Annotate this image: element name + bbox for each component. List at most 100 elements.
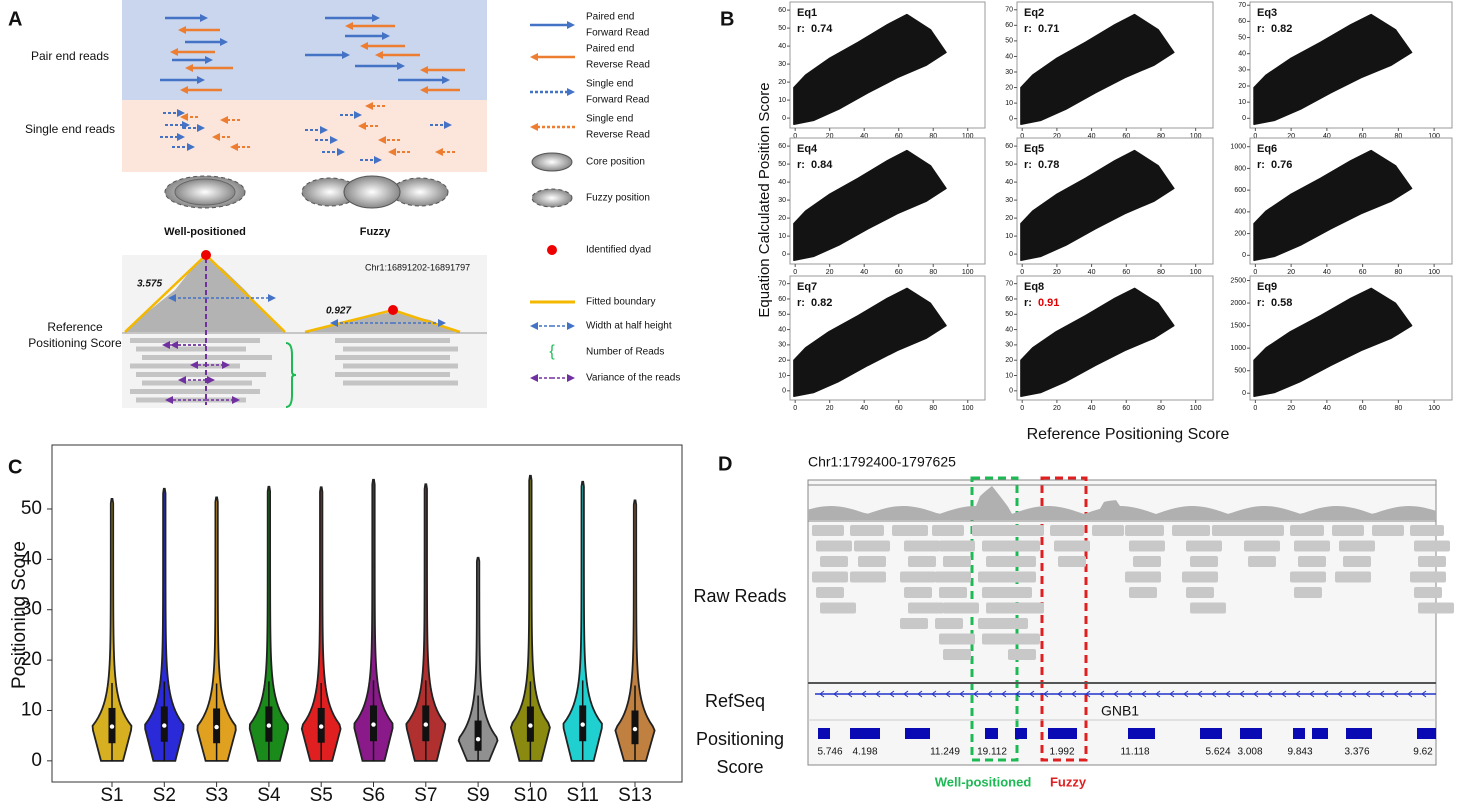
pair-band — [122, 0, 487, 100]
legend-label: Variance of the reads — [586, 373, 680, 384]
y-tick-label: 2500 — [1230, 277, 1246, 284]
arrow-head — [375, 51, 383, 59]
bracket — [285, 342, 297, 408]
y-tick-label: 2000 — [1230, 300, 1246, 307]
x-tick-label: 20 — [1053, 269, 1061, 276]
r-label: r: — [1024, 159, 1032, 171]
arrow-head — [435, 148, 443, 156]
y-tick-label: 50 — [778, 311, 786, 318]
x-tick-label: 80 — [1394, 405, 1402, 412]
y-tick-label: 50 — [1238, 34, 1246, 41]
arrow-head — [187, 143, 195, 151]
score-label: 3.376 — [1344, 747, 1369, 758]
r-value: 0.71 — [1038, 23, 1059, 35]
panel-label: D — [718, 453, 732, 475]
r-value: 0.91 — [1038, 297, 1059, 309]
read — [1294, 540, 1330, 552]
gene-strand — [889, 690, 895, 698]
legend-label: Paired end — [586, 12, 634, 23]
score-region — [1346, 728, 1372, 739]
arrow-head — [232, 396, 240, 404]
gene-strand — [1421, 690, 1427, 698]
read — [935, 571, 971, 583]
read — [816, 540, 852, 552]
x-tick-label: 0 — [793, 269, 797, 276]
x-tick-label: 0 — [1020, 269, 1024, 276]
x-tick-label: 80 — [929, 405, 937, 412]
x-tick-label: S6 — [362, 785, 385, 805]
y-tick-label: 30 — [1238, 67, 1246, 74]
score-region — [1312, 728, 1328, 739]
read — [130, 338, 260, 343]
legend-label: Width at half height — [586, 321, 672, 332]
y-tick-label: 20 — [1005, 215, 1013, 222]
gene-strand — [861, 690, 867, 698]
legend-label: Forward Read — [586, 95, 649, 106]
score-region — [905, 728, 930, 739]
point-cloud — [1020, 149, 1175, 261]
y-tick-label: 10 — [21, 699, 42, 720]
y-tick-label: 1000 — [1230, 144, 1246, 151]
arrow-head — [220, 116, 228, 124]
gene-strand — [1169, 690, 1175, 698]
gene-strand — [1043, 690, 1049, 698]
legend-icon: { — [549, 343, 555, 360]
y-tick-label: 60 — [1005, 143, 1013, 150]
gene-strand — [1281, 690, 1287, 698]
read — [1186, 540, 1222, 552]
x-tick-label: 40 — [1323, 269, 1331, 276]
y-tick-label: 50 — [778, 161, 786, 168]
y-tick-label: 40 — [1005, 53, 1013, 60]
read — [820, 556, 848, 567]
read — [1008, 556, 1036, 567]
read — [1298, 556, 1326, 567]
arrow-head — [444, 121, 452, 129]
legend-icon — [547, 245, 557, 255]
box-label: Fuzzy — [1050, 774, 1087, 789]
gene-strand — [945, 690, 951, 698]
arrow-head — [162, 341, 170, 349]
x-tick-label: S7 — [414, 785, 437, 805]
arrow-head — [567, 88, 575, 96]
gene-strand — [973, 690, 979, 698]
y-tick-label: 20 — [1238, 83, 1246, 90]
dyad — [201, 250, 211, 260]
point-cloud — [793, 287, 947, 398]
y-tick-label: 30 — [778, 61, 786, 68]
gene-strand — [1379, 690, 1385, 698]
read — [1008, 649, 1036, 660]
read — [943, 556, 971, 567]
r-label: r: — [1257, 23, 1265, 35]
locus: Chr1:1792400-1797625 — [808, 454, 956, 470]
y-tick-label: 500 — [1234, 368, 1246, 375]
legend-label: Single end — [586, 114, 633, 125]
read — [335, 338, 450, 343]
violin — [196, 496, 237, 762]
track-label: Positioning Score — [28, 336, 122, 350]
read — [908, 556, 936, 567]
arrow-head — [530, 53, 538, 61]
r-label: r: — [1257, 159, 1265, 171]
arrow-head — [420, 86, 428, 94]
x-tick-label: 60 — [895, 133, 903, 140]
point-cloud — [1253, 149, 1413, 261]
y-tick-label: 40 — [778, 179, 786, 186]
x-tick-label: 60 — [1359, 133, 1367, 140]
gene-strand — [917, 690, 923, 698]
y-tick-label: 40 — [21, 548, 42, 569]
read — [1212, 525, 1244, 536]
gene-strand — [875, 690, 881, 698]
y-tick-label: 30 — [1005, 197, 1013, 204]
arrow-head — [374, 156, 382, 164]
x-tick-label: 60 — [895, 405, 903, 412]
x-tick-label: 20 — [1053, 405, 1061, 412]
point-cloud — [1020, 287, 1175, 398]
gene-strand — [1155, 690, 1161, 698]
x-tick-label: 0 — [1253, 133, 1257, 140]
y-tick-label: 0 — [1242, 390, 1246, 397]
x-tick-label: S10 — [513, 785, 547, 805]
legend-label: Number of Reads — [586, 347, 664, 358]
gene-strand — [1351, 690, 1357, 698]
panel-label: B — [720, 8, 734, 30]
read — [1412, 525, 1444, 536]
